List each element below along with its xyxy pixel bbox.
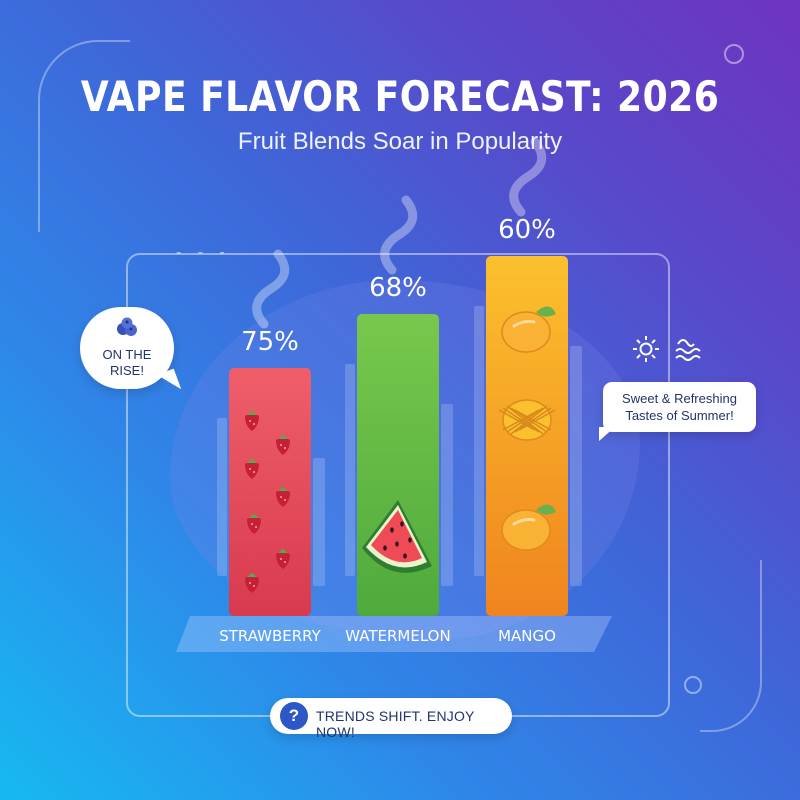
decoration-ring	[724, 44, 744, 64]
mango-cut-icon	[498, 399, 556, 441]
waves-icon	[675, 339, 701, 361]
strawberry-icon	[245, 459, 259, 479]
value-label: 60%	[498, 215, 556, 245]
weather-icons	[632, 334, 712, 369]
bar-glow-panel	[313, 458, 325, 586]
bar-glow-panel	[345, 364, 355, 576]
strawberry-icon	[245, 573, 259, 593]
footer-text: TRENDS SHIFT. ENJOY NOW!	[316, 708, 475, 740]
mango-icon	[501, 306, 556, 353]
steam-decoration	[509, 137, 547, 217]
footer-pill: ? TRENDS SHIFT. ENJOY NOW!	[270, 698, 512, 740]
sun-icon	[633, 336, 659, 362]
strawberry-icon	[276, 435, 290, 455]
callout-tail	[599, 427, 615, 441]
value-label: 75%	[241, 327, 299, 357]
callout-left-line1: ON THE	[102, 347, 152, 362]
bar-glow-panel	[217, 418, 227, 576]
category-label: WATERMELON	[345, 627, 450, 645]
callout-right-line1: Sweet & Refreshing	[622, 391, 737, 406]
bar-glow-panel	[570, 346, 582, 586]
watermelon-icon	[362, 500, 432, 573]
summer-callout: Sweet & Refreshing Tastes of Summer!	[599, 382, 756, 441]
blueberry-icon	[117, 317, 137, 336]
value-label: 68%	[369, 273, 427, 303]
question-icon: ?	[280, 702, 308, 730]
dash-decoration: - - -	[176, 244, 231, 261]
strawberry-icon	[247, 514, 261, 534]
category-label: STRAWBERRY	[219, 627, 321, 645]
corner-decoration-top-left	[38, 40, 130, 232]
bar-glow-panel	[441, 404, 453, 586]
mango-icon	[501, 504, 556, 551]
strawberry-icon	[276, 549, 290, 569]
bar-strawberry	[229, 368, 311, 616]
bar-glow-panel	[474, 306, 484, 576]
category-label: MANGO	[498, 627, 556, 645]
on-the-rise-callout: ON THE RISE!	[80, 307, 182, 396]
strawberry-icon	[245, 411, 259, 431]
callout-left-line2: RISE!	[110, 363, 144, 378]
steam-decoration	[380, 195, 418, 275]
chart-base-platform	[176, 616, 612, 652]
page-title: VAPE FLAVOR FORECAST: 2026	[80, 72, 720, 121]
steam-decoration	[252, 249, 290, 329]
callout-right-line2: Tastes of Summer!	[625, 408, 734, 423]
strawberry-icon	[276, 487, 290, 507]
page-subtitle: Fruit Blends Soar in Popularity	[237, 128, 563, 155]
